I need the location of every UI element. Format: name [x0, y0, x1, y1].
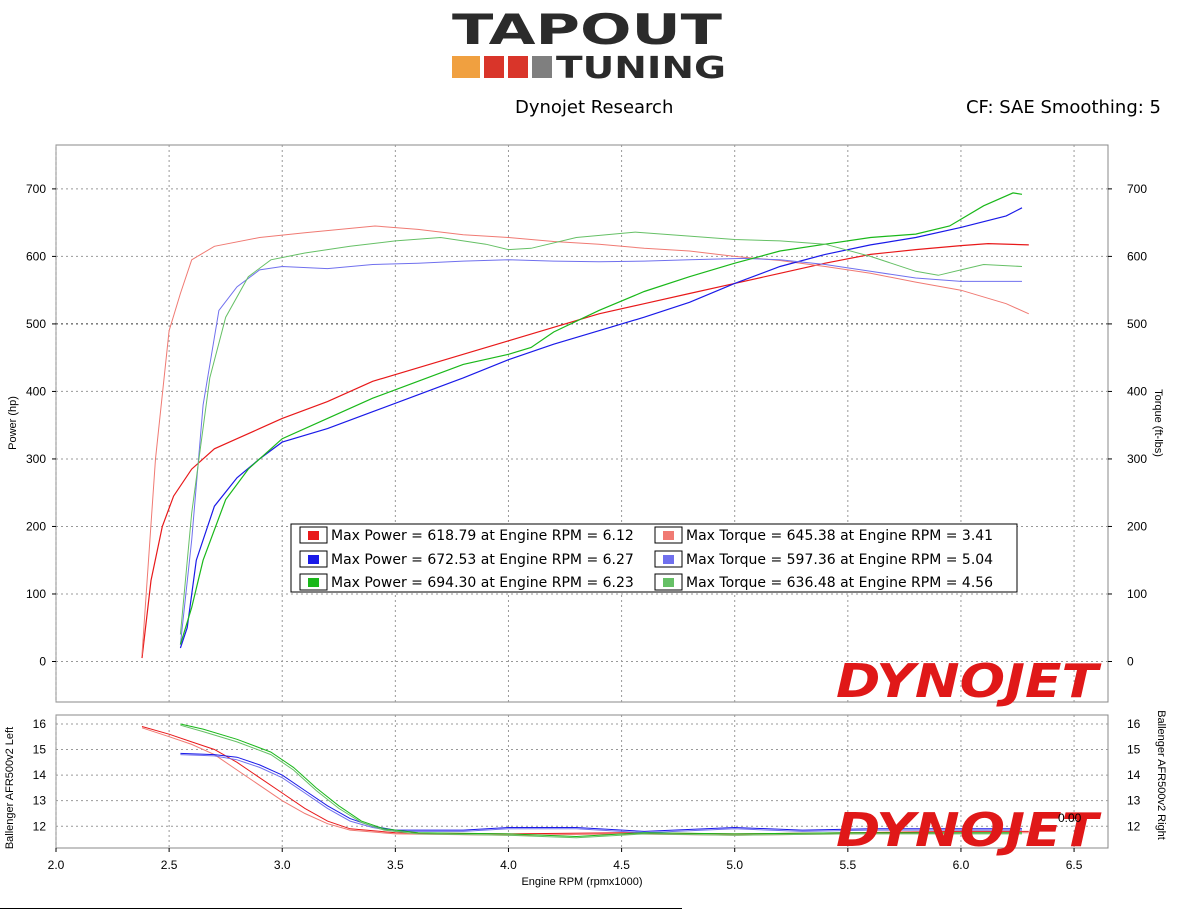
torque-axis-label: Torque (ft-lbs)	[1152, 389, 1164, 457]
legend-entry-3: Max Torque = 645.38 at Engine RPM = 3.41	[686, 528, 993, 544]
legend-swatch	[663, 555, 674, 564]
afr-left-tick-label: 13	[33, 794, 47, 808]
afr-left-tick-label: 14	[33, 768, 47, 782]
legend-swatch	[663, 578, 674, 587]
bottom-divider	[0, 908, 682, 909]
dynojet-watermark-bottom: DYNOJET	[836, 803, 1102, 857]
logo-stripe-grey	[532, 56, 552, 78]
torque-tick-label: 700	[1127, 182, 1147, 196]
power-axis-label: Power (hp)	[7, 396, 19, 450]
afr-right-tick-label: 13	[1127, 794, 1141, 808]
correction-smoothing-label: CF: SAE Smoothing: 5	[965, 97, 1161, 118]
torque-tick-label: 500	[1127, 317, 1147, 331]
rpm-tick-label: 4.5	[613, 858, 630, 872]
rpm-tick-label: 5.5	[839, 858, 856, 872]
top-series-3-line	[179, 257, 1022, 645]
afr-series-4-line	[180, 723, 1022, 838]
power-tick-label: 500	[26, 317, 46, 331]
afr-right-tick-label: 12	[1127, 819, 1141, 833]
logo-stripe-red-1	[484, 56, 504, 78]
rpm-tick-label: 5.0	[726, 858, 743, 872]
top-series-5-line	[179, 231, 1023, 635]
legend-entry-4: Max Torque = 597.36 at Engine RPM = 5.04	[686, 552, 993, 568]
dynojet-watermark-top: DYNOJET	[836, 654, 1102, 708]
legend-box	[290, 523, 1018, 593]
rpm-tick-label: 3.5	[387, 858, 404, 872]
torque-tick-label: 300	[1127, 452, 1147, 466]
top-series-2-line	[179, 207, 1023, 649]
legend-entry-0: Max Power = 618.79 at Engine RPM = 6.12	[331, 528, 634, 544]
power-tick-label: 400	[26, 384, 46, 398]
afr-annotation: 0.00	[1058, 811, 1082, 825]
logo-stripe-red-2	[508, 56, 528, 78]
afr-left-tick-label: 16	[33, 717, 47, 731]
rpm-tick-label: 6.0	[953, 858, 970, 872]
top-series-0-line	[141, 242, 1029, 659]
legend-swatch	[308, 531, 319, 540]
power-tick-label: 600	[26, 249, 46, 263]
power-tick-label: 200	[26, 519, 46, 533]
logo-word-tapout: TAPOUT	[452, 5, 722, 54]
torque-tick-label: 200	[1127, 519, 1147, 533]
power-tick-label: 100	[26, 587, 46, 601]
legend-swatch	[663, 531, 674, 540]
torque-tick-label: 400	[1127, 384, 1147, 398]
max-values-legend: Max Power = 618.79 at Engine RPM = 6.12 M…	[290, 523, 1018, 593]
top-series-1-line	[141, 225, 1030, 655]
legend-entry-2: Max Power = 694.30 at Engine RPM = 6.23	[331, 575, 634, 591]
tapout-tuning-logo: TAPOUT TUNING	[452, 5, 726, 82]
afr-left-tick-label: 12	[33, 819, 47, 833]
power-tick-label: 0	[39, 654, 46, 668]
torque-tick-label: 0	[1127, 654, 1134, 668]
torque-tick-label: 100	[1127, 587, 1147, 601]
rpm-tick-label: 4.0	[500, 858, 517, 872]
legend-swatch	[308, 555, 319, 564]
top-series-4-line	[179, 192, 1023, 645]
afr-right-axis-label: Ballenger AFR500v2 Right	[1155, 710, 1167, 840]
afr-left-axis-label: Ballenger AFR500v2 Left	[4, 727, 16, 849]
torque-tick-label: 600	[1127, 249, 1147, 263]
rpm-tick-label: 3.0	[274, 858, 291, 872]
dyno-source-label: Dynojet Research	[515, 97, 674, 118]
power-tick-label: 700	[26, 182, 46, 196]
afr-right-tick-label: 14	[1127, 768, 1141, 782]
rpm-tick-label: 6.5	[1066, 858, 1083, 872]
rpm-tick-label: 2.0	[48, 858, 65, 872]
afr-left-tick-label: 15	[33, 743, 47, 757]
legend-entry-1: Max Power = 672.53 at Engine RPM = 6.27	[331, 552, 634, 568]
legend-entry-5: Max Torque = 636.48 at Engine RPM = 4.56	[686, 575, 993, 591]
afr-right-tick-label: 16	[1127, 717, 1141, 731]
legend-swatch	[308, 578, 319, 587]
afr-series-5-line	[180, 724, 1022, 839]
rpm-tick-label: 2.5	[161, 858, 178, 872]
logo-stripe-orange	[452, 56, 480, 78]
logo-word-tuning: TUNING	[556, 51, 726, 82]
rpm-axis-label: Engine RPM (rpmx1000)	[521, 876, 642, 888]
power-torque-plot-frame	[55, 144, 1109, 703]
power-tick-label: 300	[26, 452, 46, 466]
afr-right-tick-label: 15	[1127, 743, 1141, 757]
